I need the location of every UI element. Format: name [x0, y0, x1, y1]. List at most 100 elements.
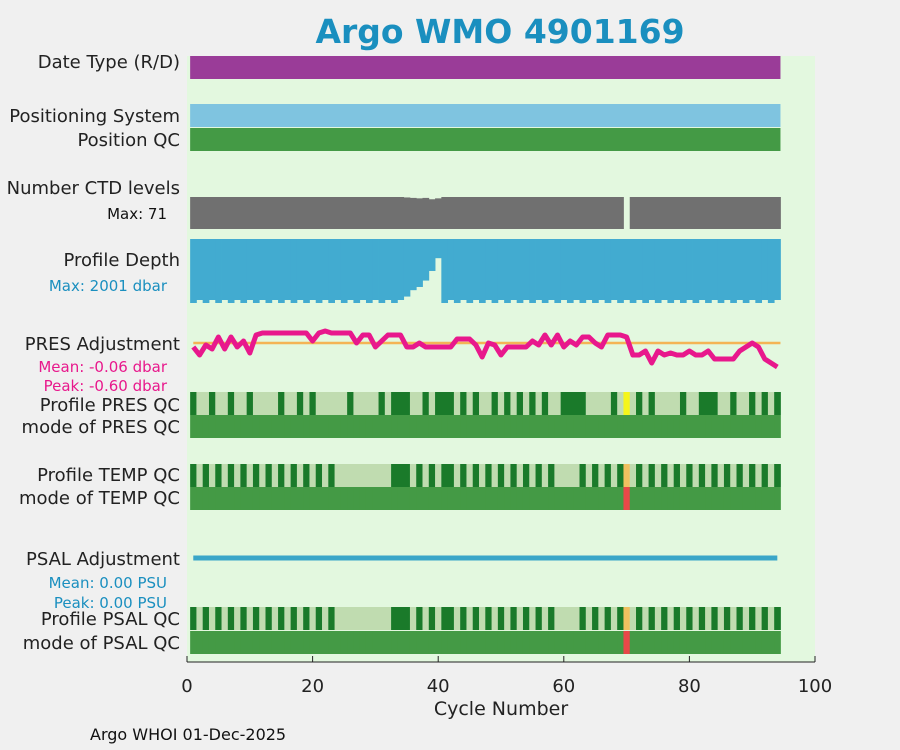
profile-temp-qc-cell: [504, 464, 511, 487]
mode-psal-qc-cell: [340, 631, 348, 654]
mode-pres-qc-cell: [334, 415, 342, 438]
ctd-levels-bar: [265, 197, 273, 229]
mode-psal-qc-cell: [384, 631, 392, 654]
mode-pres-qc-cell: [309, 415, 317, 438]
profile-depth-bar: [466, 239, 474, 303]
mode-temp-qc-cell: [466, 487, 474, 510]
profile-psal-qc-cell: [221, 607, 229, 630]
profile-temp-qc-cell: [522, 464, 530, 487]
mode-temp-qc-cell: [491, 487, 499, 510]
profile-temp-qc-cell: [428, 464, 436, 487]
profile-psal-qc-cell: [548, 607, 555, 630]
mode-psal-qc-cell: [485, 631, 492, 654]
profile-pres-qc-cell: [391, 392, 398, 415]
mode-psal-qc-cell: [290, 631, 298, 654]
mode-psal-qc-cell: [428, 631, 436, 654]
mode-psal-qc-cell: [497, 631, 505, 654]
profile-depth-bar: [403, 239, 411, 297]
profile-psal-qc-cell: [328, 607, 335, 630]
profile-pres-qc-cell: [303, 392, 310, 415]
mode-pres-qc-cell: [711, 415, 719, 438]
mode-psal-qc-cell: [774, 631, 781, 654]
profile-depth-bar: [742, 239, 750, 303]
profile-temp-qc-cell: [196, 464, 204, 487]
profile-temp-qc-cell: [391, 464, 398, 487]
mode-psal-qc-cell: [453, 631, 461, 654]
ctd-levels-bar: [667, 197, 675, 229]
mode-pres-qc-cell: [466, 415, 474, 438]
profile-depth-bar: [522, 239, 530, 300]
profile-temp-qc-cell: [409, 464, 417, 487]
profile-depth-bar: [296, 239, 304, 300]
profile-depth-bar: [265, 239, 273, 303]
profile-psal-qc-cell: [560, 607, 568, 630]
mode-temp-qc-cell: [679, 487, 687, 510]
profile-pres-qc-cell: [190, 392, 197, 415]
profile-temp-qc-cell: [278, 464, 285, 487]
profile-pres-qc-cell: [585, 392, 593, 415]
mode-pres-qc-cell: [372, 415, 379, 438]
profile-temp-qc-cell: [384, 464, 392, 487]
profile-temp-qc-cell: [617, 464, 624, 487]
ctd-levels-bar: [592, 197, 599, 229]
mode-pres-qc-cell: [579, 415, 587, 438]
mode-temp-qc-cell: [535, 487, 543, 510]
ctd-levels-bar: [384, 197, 392, 229]
mode-pres-qc-cell: [592, 415, 599, 438]
ctd-levels-bar: [617, 197, 624, 229]
mode-temp-qc-cell: [617, 487, 624, 510]
profile-pres-qc-cell: [227, 392, 235, 415]
ctd-levels-bar: [548, 197, 555, 229]
profile-depth-bar: [548, 239, 555, 300]
ctd-levels-bar: [742, 197, 750, 229]
profile-temp-qc-cell: [315, 464, 323, 487]
mode-temp-qc-cell: [736, 487, 744, 510]
profile-depth-bar: [416, 239, 423, 287]
mode-pres-qc-cell: [749, 415, 756, 438]
profile-pres-qc-cell: [240, 392, 248, 415]
profile-depth-bar: [592, 239, 599, 303]
mode-temp-qc-cell: [485, 487, 492, 510]
profile-temp-qc-cell: [673, 464, 681, 487]
profile-psal-qc-cell: [246, 607, 254, 630]
ctd-levels-bar: [472, 197, 480, 229]
ctd-levels-bar: [491, 197, 499, 229]
profile-depth-bar: [755, 239, 763, 303]
ctd-levels-bar: [441, 197, 449, 229]
mode-psal-qc-cell: [623, 631, 631, 654]
profile-depth-bar: [598, 239, 606, 300]
profile-pres-qc-cell: [328, 392, 335, 415]
profile-psal-qc-cell: [265, 607, 273, 630]
mode-pres-qc-cell: [642, 415, 649, 438]
profile-temp-qc-cell: [654, 464, 662, 487]
profile-psal-qc-cell: [535, 607, 543, 630]
mode-temp-qc-cell: [384, 487, 392, 510]
ctd-levels-bar: [610, 197, 618, 229]
profile-depth-bar: [372, 239, 379, 300]
profile-pres-qc-cell: [208, 392, 216, 415]
profile-psal-qc-cell: [730, 607, 737, 630]
profile-psal-qc-cell: [353, 607, 361, 630]
profile-temp-qc-cell: [240, 464, 248, 487]
profile-pres-qc-cell: [466, 392, 474, 415]
profile-psal-qc-cell: [215, 607, 222, 630]
mode-psal-qc-cell: [347, 631, 354, 654]
profile-pres-qc-cell: [705, 392, 712, 415]
ctd-levels-bar: [391, 197, 398, 229]
label-ctd-levels: Number CTD levels: [6, 178, 180, 199]
mode-pres-qc-cell: [736, 415, 744, 438]
profile-depth-bar: [705, 239, 712, 303]
mode-psal-qc-cell: [416, 631, 423, 654]
profile-pres-qc-cell: [698, 392, 706, 415]
mode-psal-qc-cell: [303, 631, 310, 654]
mode-pres-qc-cell: [359, 415, 367, 438]
profile-temp-qc-cell: [485, 464, 492, 487]
mode-temp-qc-cell: [215, 487, 222, 510]
ctd-levels-bar: [416, 198, 423, 229]
mode-temp-qc-cell: [227, 487, 235, 510]
profile-psal-qc-cell: [290, 607, 298, 630]
profile-temp-qc-cell: [711, 464, 719, 487]
profile-pres-qc-cell: [416, 392, 423, 415]
mode-pres-qc-cell: [541, 415, 549, 438]
profile-psal-qc-cell: [347, 607, 354, 630]
